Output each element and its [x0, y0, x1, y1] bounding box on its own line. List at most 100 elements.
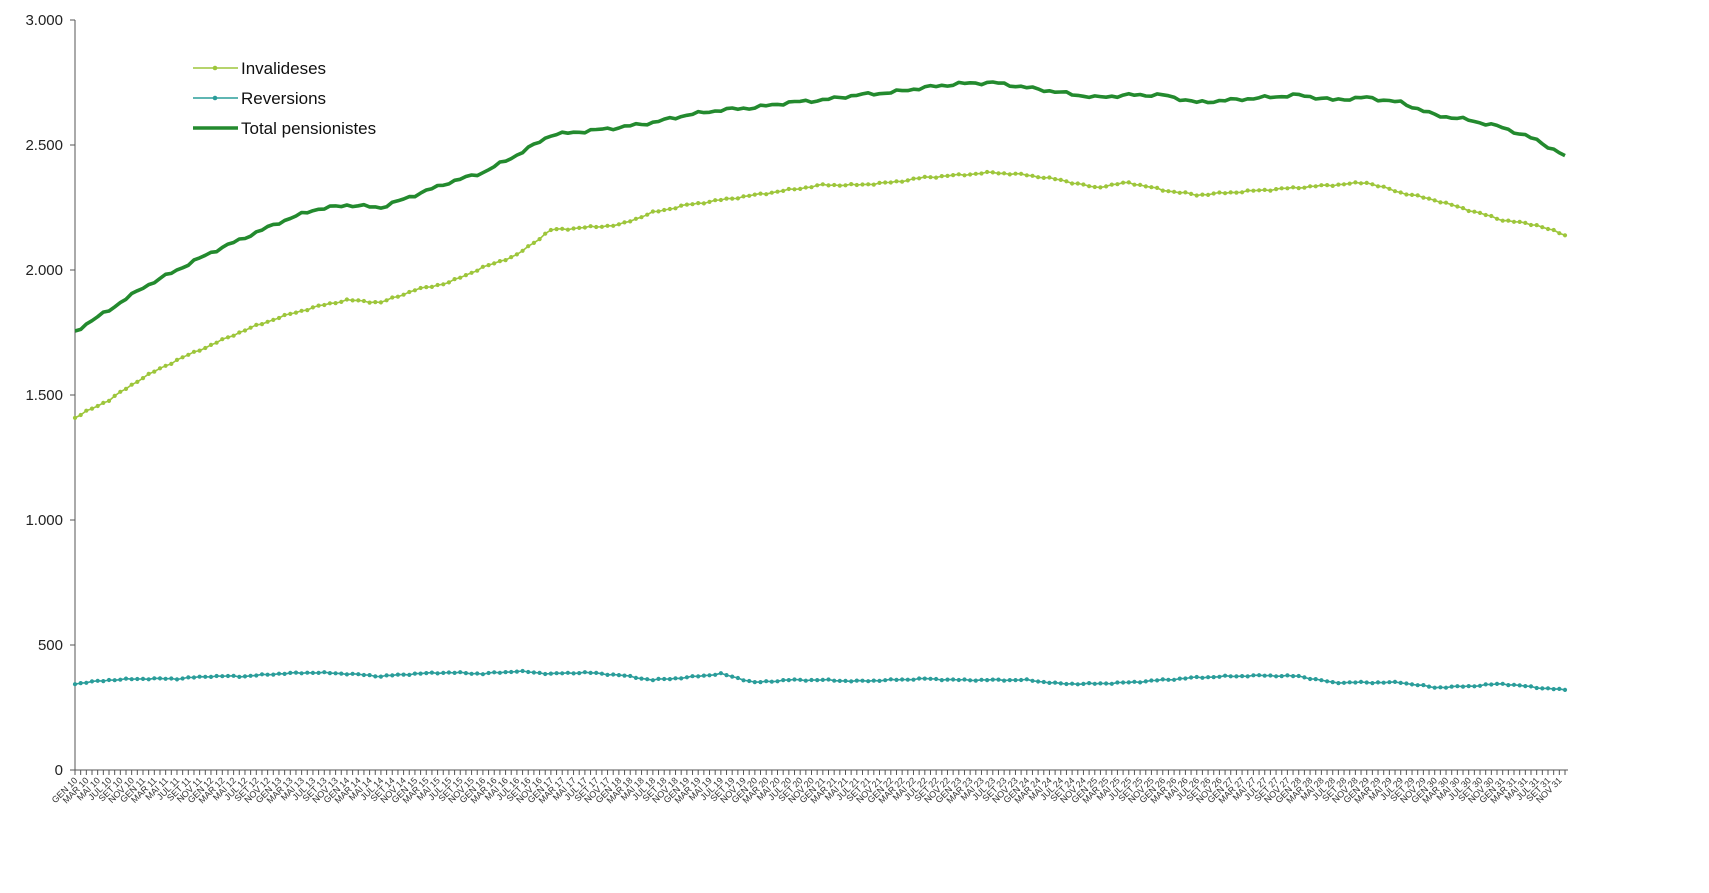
- data-point: [1200, 675, 1205, 680]
- data-point: [526, 244, 531, 249]
- data-point: [89, 406, 95, 411]
- data-point: [361, 298, 366, 304]
- data-point: [1160, 677, 1165, 682]
- data-point: [350, 671, 355, 676]
- data-point: [667, 206, 673, 212]
- data-point: [1087, 184, 1092, 189]
- data-point: [939, 678, 944, 683]
- data-point: [713, 198, 718, 203]
- data-point: [1466, 684, 1471, 689]
- data-point: [1347, 181, 1352, 186]
- data-point: [565, 227, 571, 232]
- data-point: [945, 677, 950, 682]
- data-point: [1511, 219, 1517, 224]
- data-point: [1194, 674, 1199, 680]
- data-point: [123, 386, 129, 391]
- data-point: [458, 670, 463, 675]
- data-point: [832, 182, 837, 188]
- data-point: [1319, 183, 1324, 188]
- data-point: [1132, 679, 1137, 684]
- data-point: [84, 680, 89, 685]
- data-point: [1296, 186, 1301, 191]
- data-point: [571, 671, 576, 676]
- series-line: [74, 171, 1566, 419]
- data-point: [605, 672, 610, 678]
- data-point: [1358, 679, 1364, 685]
- data-point: [1551, 227, 1556, 233]
- data-point: [1296, 673, 1301, 679]
- data-point: [1370, 182, 1375, 187]
- data-point: [401, 292, 406, 297]
- data-point: [1308, 676, 1313, 682]
- data-point: [435, 282, 440, 288]
- legend-item: Total pensionistes: [193, 119, 376, 138]
- data-point: [1455, 204, 1460, 209]
- data-point: [996, 171, 1001, 176]
- data-point: [395, 294, 400, 299]
- data-point: [1013, 678, 1018, 683]
- data-point: [792, 187, 797, 192]
- data-point: [616, 673, 622, 678]
- data-point: [441, 282, 446, 287]
- data-point: [135, 379, 140, 384]
- data-point: [333, 301, 338, 306]
- data-point: [1291, 185, 1296, 190]
- data-point: [1092, 681, 1097, 686]
- data-point: [1460, 206, 1466, 211]
- data-point: [186, 675, 191, 680]
- data-point: [605, 223, 610, 228]
- data-point: [1483, 682, 1488, 687]
- data-point: [1466, 208, 1471, 214]
- data-point: [1245, 188, 1250, 193]
- data-point: [186, 352, 191, 357]
- data-point: [1234, 190, 1239, 195]
- data-point: [1211, 191, 1216, 196]
- data-point: [684, 675, 690, 680]
- data-point: [656, 676, 661, 682]
- data-point: [1172, 677, 1177, 682]
- data-point: [1183, 676, 1188, 681]
- data-point: [956, 172, 961, 177]
- data-point: [208, 342, 214, 347]
- data-point: [327, 671, 332, 676]
- data-point: [112, 393, 117, 398]
- data-point: [577, 225, 582, 230]
- data-point: [367, 300, 372, 305]
- data-point: [1228, 674, 1233, 679]
- data-point: [1047, 175, 1052, 180]
- data-point: [1257, 673, 1262, 678]
- data-point: [1528, 684, 1534, 689]
- data-point: [367, 673, 372, 678]
- data-point: [480, 672, 485, 677]
- data-point: [322, 302, 327, 308]
- data-point: [747, 193, 752, 198]
- data-point: [973, 171, 978, 176]
- data-point: [707, 673, 712, 678]
- data-point: [1104, 681, 1109, 686]
- data-point: [259, 672, 265, 677]
- data-point: [843, 678, 848, 684]
- data-point: [956, 677, 961, 683]
- data-point: [288, 311, 293, 316]
- data-point: [1211, 675, 1216, 680]
- data-point: [1228, 190, 1233, 195]
- data-point: [1098, 681, 1103, 686]
- data-point: [1302, 675, 1307, 680]
- data-point: [310, 305, 315, 310]
- data-point: [832, 678, 837, 683]
- data-point: [679, 203, 684, 208]
- data-point: [1223, 673, 1228, 678]
- data-point: [1370, 681, 1375, 686]
- data-point: [1223, 191, 1228, 196]
- data-point: [979, 677, 984, 682]
- data-point: [1024, 173, 1029, 178]
- data-point: [288, 670, 293, 676]
- y-axis-ticks: 0 500 1.000 1.500 2.000 2.500 3.000: [25, 12, 75, 779]
- data-point: [645, 212, 650, 217]
- data-point: [1206, 192, 1211, 197]
- data-point: [1455, 684, 1460, 689]
- data-point: [1302, 185, 1307, 190]
- data-point: [197, 674, 202, 679]
- data-point: [475, 268, 480, 273]
- data-point: [764, 679, 769, 684]
